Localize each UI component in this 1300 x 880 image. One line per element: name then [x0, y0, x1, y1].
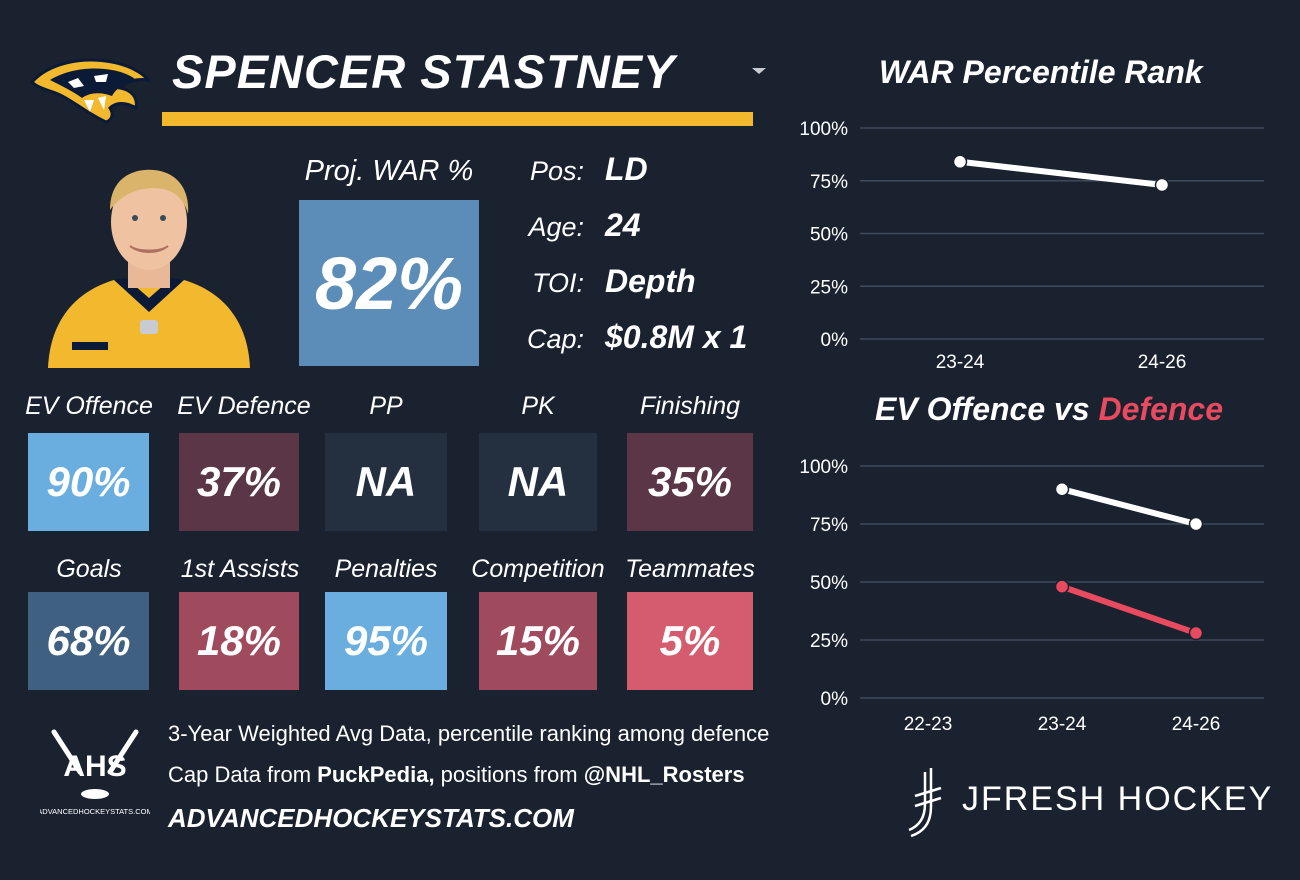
site-url[interactable]: ADVANCEDHOCKEYSTATS.COM: [168, 803, 574, 833]
tile-label-finishing: Finishing: [639, 392, 741, 420]
chart2-ytick-label: 50%: [810, 573, 848, 594]
chart2-series-0-line: [1059, 486, 1199, 527]
tile-finishing: 35%: [627, 433, 753, 531]
chart1-xtick-label: 23-24: [936, 352, 985, 373]
footer-line-2-middle: positions from: [434, 762, 584, 787]
chart2-title: EV Offence vs Defence: [875, 391, 1223, 428]
tile-label-ev-offence: EV Offence: [25, 392, 153, 420]
player-name: SPENCER STASTNEY: [172, 45, 676, 98]
jfresh-logo: [908, 768, 942, 838]
chevron-down-icon[interactable]: [748, 64, 770, 78]
chart1-series-0-line: [957, 158, 1165, 188]
chart1-ytick-label: 0%: [821, 330, 849, 351]
tile-label-ev-defence: EV Defence: [177, 392, 311, 420]
chart1-xtick-label: 24-26: [1138, 352, 1187, 373]
chart1-series-0-point: [1154, 177, 1170, 193]
tile-pk: NA: [479, 433, 597, 531]
name-underline: [162, 112, 753, 126]
nhl-rosters-link[interactable]: @NHL_Rosters: [583, 762, 745, 787]
tile-competition: 15%: [479, 592, 597, 690]
info-label-pos: Pos:: [529, 156, 584, 186]
chart2-series-0-point: [1188, 516, 1204, 532]
chart2-xtick-label: 23-24: [1038, 714, 1087, 735]
info-value-age: 24: [605, 207, 641, 243]
puckpedia-link[interactable]: PuckPedia,: [317, 762, 435, 787]
chart2-ytick-label: 100%: [799, 457, 848, 478]
tile-label-pk: PK: [521, 392, 555, 420]
ahs-logo-text: AHS: [63, 750, 126, 783]
chart2-xtick-label: 22-23: [904, 714, 953, 735]
chart2-title-highlight: Defence: [1098, 391, 1224, 427]
predators-logo: [29, 58, 152, 124]
footer-line-2-prefix: Cap Data from: [168, 762, 318, 787]
chart2-xtick-label: 24-26: [1172, 714, 1221, 735]
info-value-pos: LD: [605, 151, 648, 187]
info-label-age: Age:: [528, 212, 584, 242]
tile-label-1st-assists: 1st Assists: [180, 555, 300, 583]
info-value-toi: Depth: [605, 263, 696, 299]
chart1-svg: 100% 75% 50% 25% 0% 23-24 24-26: [799, 119, 1264, 373]
footer-line-1: 3-Year Weighted Avg Data, percentile ran…: [168, 721, 770, 746]
tile-goals: 68%: [28, 592, 149, 690]
chart2-series-1-point: [1054, 579, 1070, 594]
tile-label-goals: Goals: [56, 555, 122, 583]
tile-1st-assists: 18%: [179, 592, 299, 690]
chart2-ytick-label: 75%: [810, 515, 848, 536]
chart2-svg: 100% 75% 50% 25% 0% 22-23 23-24 24-26: [799, 457, 1264, 735]
info-label-cap: Cap:: [526, 324, 584, 354]
info-value-cap: $0.8M x 1: [605, 319, 748, 355]
tile-teammates: 5%: [627, 592, 753, 690]
chart2-series-1-line: [1059, 583, 1199, 637]
player-photo: [48, 169, 250, 368]
tile-ev-offence: 90%: [28, 433, 149, 531]
tile-label-teammates: Teammates: [625, 555, 755, 583]
chart1-title: WAR Percentile Rank: [879, 54, 1203, 90]
tile-label-pp: PP: [369, 392, 403, 420]
chart2-series-0-point: [1054, 481, 1070, 497]
chart1-ytick-label: 100%: [799, 119, 848, 140]
tile-pp: NA: [325, 433, 447, 531]
tile-ev-defence: 37%: [179, 433, 299, 531]
proj-war-value: 82%: [299, 200, 479, 366]
jfresh-brand: JFRESH HOCKEY: [962, 780, 1274, 818]
chart2-series-1-point: [1188, 625, 1204, 641]
tile-label-competition: Competition: [471, 555, 605, 583]
chart1-series-0-point: [952, 154, 968, 170]
proj-war-label: Proj. WAR %: [304, 155, 474, 187]
ahs-logo: AHS ADVANCEDHOCKEYSTATS.COM: [40, 729, 150, 816]
tile-penalties: 95%: [325, 592, 447, 690]
ahs-logo-subtext: ADVANCEDHOCKEYSTATS.COM: [40, 807, 150, 816]
info-label-toi: TOI:: [531, 268, 584, 298]
chart1-ytick-label: 75%: [810, 172, 848, 193]
chart1-ytick-label: 25%: [810, 277, 848, 298]
chart1-ytick-label: 50%: [810, 225, 848, 246]
chart2-ytick-label: 25%: [810, 631, 848, 652]
chart2-title-main: EV Offence vs: [875, 391, 1099, 427]
footer-line-2: Cap Data from PuckPedia, positions from …: [168, 762, 745, 788]
tile-label-penalties: Penalties: [334, 555, 438, 583]
chart2-ytick-label: 0%: [821, 689, 849, 710]
